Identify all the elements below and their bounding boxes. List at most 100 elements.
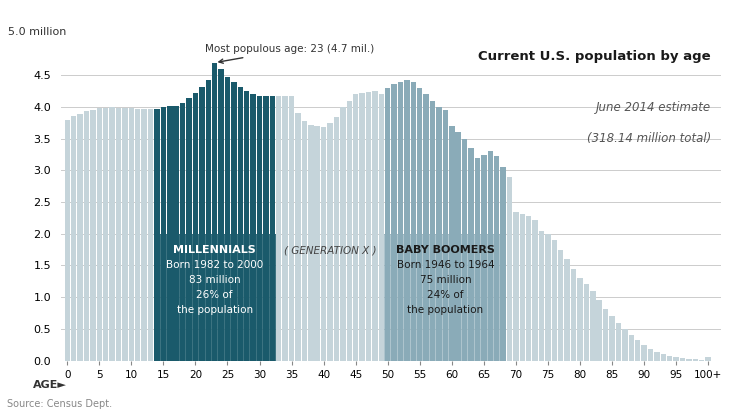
Bar [462,139,467,360]
Bar [334,117,339,360]
Bar [148,109,153,360]
Bar [443,110,448,360]
Bar [218,69,224,360]
Bar [565,259,570,360]
Bar [129,109,134,360]
Bar [494,157,500,360]
Bar [532,220,538,360]
Bar [212,62,217,360]
Bar [629,335,634,360]
Bar [231,82,236,360]
Bar [577,278,583,360]
Bar [648,349,653,360]
Bar [109,107,115,360]
Text: MILLENNIALS: MILLENNIALS [173,245,256,255]
Bar [359,93,365,360]
Bar [122,109,128,360]
Bar [199,87,205,360]
Bar [392,83,397,360]
Bar [340,107,346,360]
Bar [661,354,666,360]
Bar [384,234,506,360]
Bar [84,111,89,360]
Bar [488,151,493,360]
Bar [667,356,672,360]
Text: 5.0 million: 5.0 million [8,27,67,37]
Bar [706,357,711,360]
Bar [411,82,416,360]
Bar [308,125,313,360]
Bar [154,234,276,360]
Bar [78,114,83,360]
Bar [436,107,442,360]
Bar [116,108,121,360]
Bar [256,96,262,360]
Bar [654,352,660,360]
Bar [372,90,378,360]
Bar [590,291,596,360]
Bar [455,132,461,360]
Bar [321,127,327,360]
Bar [64,120,70,360]
Bar [603,309,608,360]
Bar [610,316,615,360]
Bar [673,357,679,360]
Bar [167,106,172,360]
Bar [584,284,589,360]
Bar [520,213,525,360]
Bar [545,234,551,360]
Bar [641,345,647,360]
Bar [417,88,423,360]
Text: ( GENERATION X ): ( GENERATION X ) [284,245,376,255]
Bar [180,103,185,360]
Bar [353,95,358,360]
Bar [481,155,486,360]
Bar [327,123,333,360]
Bar [378,95,384,360]
Bar [558,249,563,360]
Bar [571,269,576,360]
Bar [539,231,544,360]
Bar [474,158,480,360]
Bar [404,80,409,360]
Bar [135,109,140,360]
Bar [469,148,474,360]
Bar [276,96,282,360]
Bar [315,126,320,360]
Bar [513,212,519,360]
Text: Most populous age: 23 (4.7 mil.): Most populous age: 23 (4.7 mil.) [205,44,374,63]
Bar [90,110,95,360]
Bar [282,96,288,360]
Text: June 2014 estimate: June 2014 estimate [596,101,711,114]
Bar [551,240,557,360]
Bar [616,323,621,360]
Bar [302,121,307,360]
Bar [680,358,685,360]
Bar [251,95,256,360]
Bar [154,109,160,360]
Bar [71,116,76,360]
Bar [526,216,531,360]
Bar [237,87,243,360]
Bar [186,98,191,360]
Bar [347,101,352,360]
Bar [263,96,269,360]
Bar [507,177,512,360]
Text: AGE►: AGE► [33,381,67,390]
Bar [385,88,390,360]
Text: Current U.S. population by age: Current U.S. population by age [478,50,711,63]
Bar [296,113,301,360]
Bar [103,108,109,360]
Bar [193,93,198,360]
Text: BABY BOOMERS: BABY BOOMERS [396,245,495,255]
Bar [635,340,641,360]
Bar [225,76,230,360]
Bar [500,167,505,360]
Bar [97,109,102,360]
Bar [596,300,602,360]
Text: Born 1946 to 1964
75 million
24% of
the population: Born 1946 to 1964 75 million 24% of the … [397,261,494,315]
Bar [244,91,250,360]
Bar [622,329,627,360]
Text: (318.14 million total): (318.14 million total) [587,132,711,145]
Bar [270,96,275,360]
